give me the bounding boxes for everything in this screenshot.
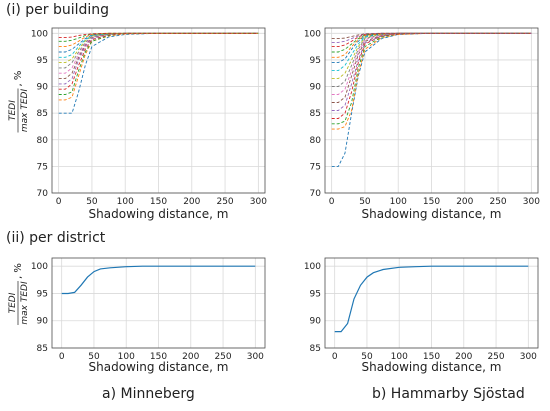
x-tick-label: 150 — [150, 197, 167, 207]
x-tick-label: 300 — [247, 352, 264, 362]
plot-frame — [51, 27, 266, 194]
y-tick-label: 70 — [310, 189, 322, 199]
series-line — [334, 265, 529, 333]
y-tick-label: 90 — [310, 317, 322, 327]
x-axis-label: Shadowing distance, m — [89, 360, 229, 374]
series-line — [331, 32, 532, 53]
series-line — [331, 32, 532, 119]
chart-building-minneberg: 0 50 100 150 200 250 300707580859095100Shadowi… — [8, 27, 267, 221]
x-tick-label: 250 — [489, 197, 506, 207]
y-axis-label-numerator: TEDI — [8, 292, 18, 313]
x-tick-label: 50 — [88, 352, 100, 362]
x-tick-label: 200 — [183, 197, 200, 207]
chart-building-hammarby: 0 50 100 150 200 250 300707580859095100Shadowi… — [304, 27, 540, 221]
y-axis-label-unit: , % — [13, 71, 24, 87]
plot-frame — [324, 27, 539, 194]
series-line — [331, 32, 532, 125]
series-line — [61, 265, 256, 295]
y-tick-label: 80 — [310, 136, 322, 146]
y-tick-label: 85 — [310, 109, 321, 119]
x-tick-label: 0 — [59, 352, 65, 362]
y-axis-label-denominator: max TEDI — [20, 281, 30, 325]
series-line — [58, 32, 259, 39]
x-tick-label: 50 — [86, 197, 98, 207]
caption-minneberg: a) Minneberg — [102, 386, 195, 402]
x-tick-label: 150 — [150, 352, 167, 362]
y-tick-label: 90 — [37, 83, 49, 93]
x-tick-label: 250 — [216, 197, 233, 207]
x-tick-label: 50 — [361, 352, 373, 362]
y-tick-label: 90 — [37, 317, 49, 327]
series-line — [331, 32, 532, 87]
x-tick-label: 250 — [214, 352, 231, 362]
y-axis-label-numerator: TEDI — [8, 100, 18, 121]
y-axis-label: TEDI max TEDI , % — [8, 71, 30, 133]
y-tick-label: 75 — [310, 162, 321, 172]
plot-frame — [324, 257, 539, 349]
x-tick-label: 200 — [182, 352, 199, 362]
series-line — [331, 32, 532, 40]
y-tick-label: 70 — [37, 189, 49, 199]
y-axis-label-denominator: max TEDI — [20, 89, 30, 133]
y-tick-label: 95 — [310, 289, 321, 299]
x-tick-label: 300 — [523, 197, 540, 207]
y-tick-label: 100 — [304, 29, 321, 39]
x-tick-label: 250 — [487, 352, 504, 362]
y-tick-label: 95 — [37, 56, 48, 66]
y-tick-label: 85 — [37, 109, 48, 119]
x-tick-label: 150 — [423, 352, 440, 362]
y-tick-label: 95 — [310, 56, 321, 66]
x-tick-label: 0 — [332, 352, 338, 362]
y-tick-label: 75 — [37, 162, 48, 172]
y-tick-label: 90 — [310, 83, 322, 93]
y-tick-label: 85 — [310, 344, 321, 354]
x-axis-label: Shadowing distance, m — [89, 207, 229, 221]
x-tick-label: 0 — [329, 197, 335, 207]
series-line — [331, 32, 532, 95]
y-axis-label: TEDI max TEDI , % — [8, 263, 30, 325]
y-tick-label: 95 — [37, 289, 48, 299]
series-line — [58, 32, 259, 53]
x-tick-label: 300 — [250, 197, 267, 207]
y-tick-label: 100 — [31, 262, 48, 272]
section-title-per-district: (ii) per district — [6, 230, 106, 246]
x-tick-label: 150 — [423, 197, 440, 207]
plot-frame — [51, 257, 266, 349]
x-axis-label: Shadowing distance, m — [362, 207, 502, 221]
x-tick-label: 50 — [359, 197, 371, 207]
y-axis-label-unit: , % — [13, 263, 24, 279]
x-tick-label: 100 — [391, 352, 408, 362]
x-tick-label: 100 — [390, 197, 407, 207]
y-tick-label: 85 — [37, 344, 48, 354]
x-tick-label: 200 — [456, 197, 473, 207]
x-tick-label: 100 — [118, 352, 135, 362]
series-line — [58, 32, 259, 48]
x-tick-label: 300 — [520, 352, 537, 362]
section-title-per-building: (i) per building — [6, 2, 110, 18]
caption-hammarby: b) Hammarby Sjöstad — [372, 386, 525, 402]
x-tick-label: 100 — [117, 197, 134, 207]
x-tick-label: 200 — [455, 352, 472, 362]
series-line — [331, 32, 532, 130]
x-tick-label: 0 — [56, 197, 62, 207]
y-tick-label: 100 — [31, 29, 48, 39]
y-tick-label: 80 — [37, 136, 49, 146]
y-tick-label: 100 — [304, 262, 321, 272]
x-axis-label: Shadowing distance, m — [362, 360, 502, 374]
series-line — [58, 32, 259, 69]
